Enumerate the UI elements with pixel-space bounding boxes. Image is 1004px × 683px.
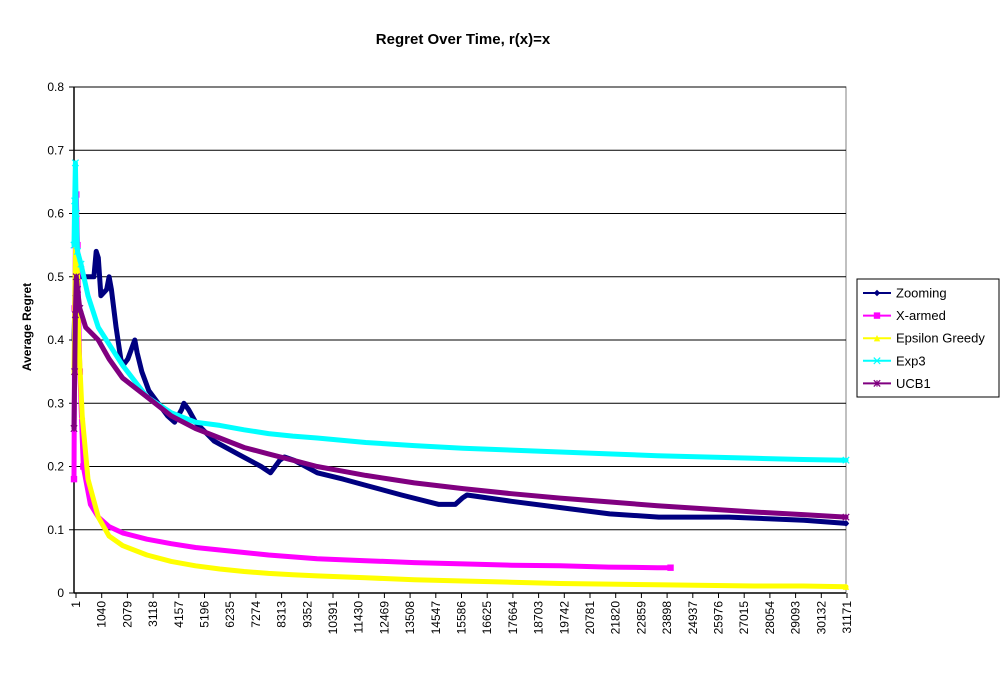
series-line [71, 160, 849, 463]
y-tick-label-8: 0.8 [47, 80, 64, 94]
data-point [80, 463, 87, 470]
legend-label: UCB1 [896, 376, 931, 391]
y-tick-label-0: 0 [57, 586, 64, 600]
legend-item-exp3: Exp3 [863, 353, 926, 368]
x-tick-label-18: 18703 [532, 601, 546, 635]
legend-item-epsilon-greedy: Epsilon Greedy [863, 331, 985, 346]
legend-label: X-armed [896, 308, 946, 323]
x-tick-label-1: 1040 [95, 601, 109, 628]
x-tick-label-25: 25976 [712, 601, 726, 635]
x-tick-label-11: 11430 [352, 601, 366, 634]
x-tick-label-9: 9352 [300, 601, 314, 628]
series-group [70, 159, 850, 590]
data-point [667, 564, 674, 571]
legend-label: Zooming [896, 286, 947, 301]
data-point [77, 260, 85, 268]
legend: Zooming X-armed Epsilon Greedy Exp3 UCB1 [856, 278, 1000, 398]
x-tick-label-15: 15586 [455, 601, 469, 635]
x-tick-label-7: 7274 [249, 601, 263, 628]
legend-item-x-armed: X-armed [863, 308, 946, 323]
data-point [76, 304, 84, 312]
data-point [70, 424, 78, 433]
series-exp3 [70, 159, 850, 464]
x-tick-label-21: 21820 [609, 601, 623, 635]
data-point [70, 475, 78, 483]
x-tick-label-13: 13508 [403, 601, 417, 635]
y-tick-label-2: 0.2 [47, 460, 64, 474]
x-tick-label-17: 17664 [506, 601, 520, 635]
data-point [70, 241, 78, 249]
legend-marker [873, 312, 881, 319]
y-tick-label-6: 0.6 [47, 207, 64, 221]
legend-marker [873, 357, 881, 365]
y-tick-label-5: 0.5 [47, 270, 64, 284]
x-tick-label-20: 20781 [583, 601, 597, 635]
series-line [71, 248, 849, 526]
grid-lines [74, 86, 846, 531]
data-point [842, 513, 850, 521]
x-tick-label-27: 28054 [763, 601, 777, 635]
data-point [78, 412, 86, 420]
x-tick-label-26: 27015 [737, 601, 751, 635]
data-point [842, 583, 850, 590]
x-tick-label-29: 30132 [814, 601, 828, 635]
data-point [842, 520, 850, 527]
x-tick-label-3: 3118 [146, 601, 160, 627]
x-tick-label-22: 22859 [634, 601, 648, 635]
x-tick-label-23: 23898 [660, 601, 674, 635]
legend-label: Epsilon Greedy [896, 331, 985, 346]
x-tick-label-10: 10391 [326, 601, 340, 635]
series-line [71, 211, 849, 590]
data-point [71, 197, 79, 205]
data-point [73, 247, 82, 256]
x-tick-label-14: 14547 [429, 601, 443, 635]
x-tick-label-19: 19742 [557, 601, 571, 635]
x-tick-label-4: 4157 [172, 601, 186, 628]
data-point [72, 273, 80, 281]
x-tick-label-30: 31171 [840, 601, 854, 634]
y-tick-label-7: 0.7 [47, 143, 64, 157]
legend-item-ucb1: UCB1 [863, 376, 931, 391]
x-tick-label-8: 8313 [275, 601, 289, 628]
legend-item-zooming: Zooming [863, 286, 947, 301]
x-tick-label-24: 24937 [686, 601, 700, 635]
axes: 0 0.1 0.2 0.3 0.4 0.5 0.6 0.7 0.8 1 1040 2079 3118 41… [47, 80, 854, 634]
data-point [71, 159, 80, 167]
y-tick-label-1: 0.1 [47, 523, 64, 537]
data-point [72, 209, 80, 218]
x-tick-label-0: 1 [69, 601, 83, 608]
x-tick-label-16: 16625 [480, 601, 494, 635]
x-tick-label-5: 5196 [198, 601, 212, 628]
data-point [71, 311, 80, 319]
data-point [73, 285, 82, 294]
chart-title: Regret Over Time, r(x)=x [376, 31, 551, 48]
series-ucb1 [70, 273, 850, 521]
y-tick-label-4: 0.4 [47, 333, 64, 347]
y-tick-label-3: 0.3 [47, 396, 64, 410]
x-tick-label-12: 12469 [377, 601, 391, 635]
legend-marker [873, 335, 881, 342]
x-tick-label-6: 6235 [223, 601, 237, 628]
data-point [842, 456, 850, 464]
legend-marker [873, 379, 881, 388]
data-point [71, 368, 79, 376]
y-axis-label: Average Regret [20, 283, 34, 371]
x-tick-label-28: 29093 [789, 601, 803, 635]
legend-marker [873, 289, 881, 297]
legend-label: Exp3 [896, 353, 926, 368]
x-tick-label-2: 2079 [120, 601, 134, 628]
